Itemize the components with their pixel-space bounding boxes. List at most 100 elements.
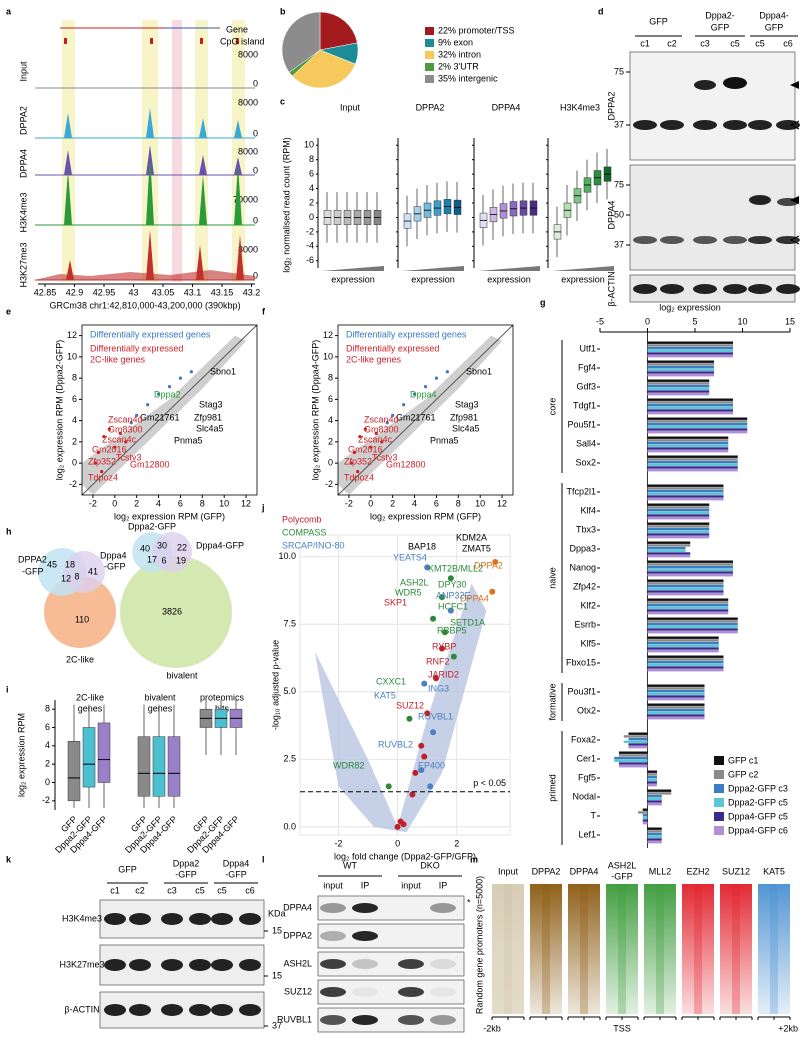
x-tick-label: 2 [454, 838, 459, 848]
bar [647, 560, 733, 563]
column-label: SUZ12 [722, 866, 750, 876]
peak [199, 175, 207, 225]
bar [647, 714, 705, 717]
protein-label: KAT5 [374, 690, 396, 700]
y-axis-label: log₂ expression RPM (Dppa4-GFP) [310, 340, 320, 481]
bar [647, 492, 724, 495]
blot [317, 923, 465, 949]
x-tick-label: 43.05 [152, 287, 175, 297]
highlight [195, 20, 208, 282]
legend-label: GFP c1 [728, 755, 758, 765]
bar [619, 762, 648, 765]
dot-2c [363, 427, 367, 431]
frame [337, 324, 514, 496]
peak [234, 120, 242, 138]
dot [424, 710, 431, 717]
y-tick-label: 6 [72, 394, 77, 404]
gene-label: Sall4 [576, 438, 596, 448]
bar [647, 498, 724, 501]
dot-2c [100, 470, 104, 474]
dot-de [423, 385, 428, 389]
gene-label: Tdpoz4 [344, 472, 374, 482]
venn-count: 22 [177, 542, 187, 552]
bar [647, 571, 733, 574]
gene-label: Pou5f1 [567, 419, 596, 429]
protein-label: WDR82 [333, 760, 365, 770]
venn-count: 8 [74, 571, 79, 581]
band [104, 913, 126, 925]
protein-label: SUZ12 [396, 700, 424, 710]
y-tick-label: -4 [306, 241, 314, 251]
y-tick-label: 10 [67, 351, 77, 361]
y-tick-label: 10 [323, 351, 333, 361]
column-label: KAT5 [763, 866, 785, 876]
dot-de [178, 376, 183, 380]
bar [647, 663, 724, 666]
venn-count: 110 [75, 614, 89, 624]
band [693, 284, 717, 294]
panel-letter: g [540, 297, 546, 307]
y-tick-label: 2 [72, 436, 77, 446]
protein-label: WDR5 [395, 587, 422, 597]
track-label: DPPA4 [18, 149, 28, 178]
track-label: Input [18, 61, 28, 82]
bar [647, 606, 729, 609]
gene-label: Fgf4 [578, 362, 596, 372]
dot-de [167, 385, 172, 389]
venn-count: 17 [147, 554, 157, 564]
band [129, 1004, 151, 1016]
scale-label: 8000 [238, 244, 258, 254]
highlight [172, 20, 182, 282]
column-label: MLL2 [649, 866, 672, 876]
gene-label: Gdf3 [576, 381, 596, 391]
size-marker: 15 [272, 970, 282, 980]
arrowhead-open [789, 235, 800, 245]
protein-label: RYBP [432, 641, 456, 651]
bar [647, 363, 714, 366]
band [748, 236, 772, 244]
legend-label: Differentially expressed genes [346, 329, 467, 339]
bar [647, 601, 729, 604]
protein-label: SKP1 [384, 597, 407, 607]
bar [647, 444, 729, 447]
dot-2c [93, 461, 97, 465]
bar [647, 508, 710, 512]
panel-letter: i [6, 684, 9, 694]
group-label: Dppa2- [705, 10, 735, 20]
bar [647, 598, 729, 601]
band [398, 987, 424, 997]
panel-letter: b [280, 6, 286, 16]
bar [647, 379, 710, 382]
track-label: DPPA2 [18, 106, 28, 135]
lane-label: IP [439, 880, 448, 890]
venn [152, 532, 192, 572]
dot [447, 575, 454, 582]
legend-label: Polycomb [282, 514, 322, 524]
dot [385, 783, 392, 790]
bar [647, 555, 691, 558]
gene-label: Nanog [569, 562, 596, 572]
highlight [62, 20, 75, 282]
bar [647, 622, 738, 626]
bar [647, 582, 724, 585]
venn-count: 45 [47, 559, 57, 569]
dot [421, 753, 428, 760]
heatmap-core [618, 884, 626, 1014]
y-tick-label: 2 [45, 759, 50, 769]
group-label: Dppa4 [223, 858, 250, 868]
y-tick-label: 8 [45, 704, 50, 714]
bar [647, 609, 729, 612]
group-label: naive [547, 567, 557, 589]
gene-label: Fgf5 [578, 772, 596, 782]
subplot-title: DPPA4 [492, 102, 521, 112]
group-label: GFP [649, 16, 668, 26]
band [660, 284, 684, 294]
gene-label: Nodal [572, 791, 596, 801]
y-tick-label: 6 [309, 168, 314, 178]
dot-de [434, 376, 439, 380]
bar [647, 541, 691, 544]
venn [63, 551, 105, 593]
scale-label: 70000 [233, 194, 258, 204]
legend-swatch [425, 51, 434, 59]
heatmap-core [694, 884, 702, 1014]
